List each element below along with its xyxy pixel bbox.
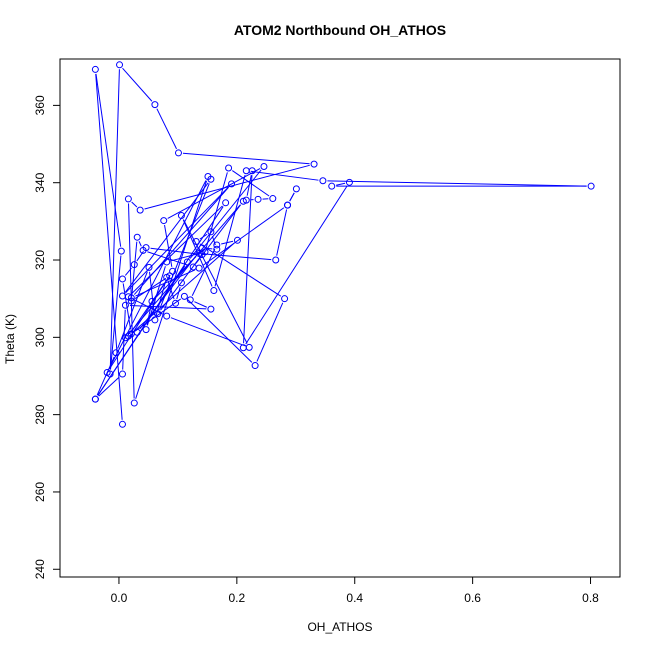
- x-tick-label: 0.2: [228, 591, 245, 605]
- x-tick-label: 0.6: [464, 591, 481, 605]
- chart-title: ATOM2 Northbound OH_ATHOS: [234, 22, 446, 38]
- y-tick-label: 280: [33, 404, 47, 424]
- x-tick-label: 0.8: [582, 591, 599, 605]
- y-tick-label: 240: [33, 559, 47, 579]
- y-tick-label: 300: [33, 327, 47, 347]
- x-axis-label: OH_ATHOS: [307, 620, 372, 634]
- y-tick-label: 340: [33, 172, 47, 192]
- y-tick-label: 260: [33, 482, 47, 502]
- y-tick-label: 360: [33, 95, 47, 115]
- y-tick-label: 320: [33, 250, 47, 270]
- y-axis-label: Theta (K): [3, 314, 17, 364]
- x-tick-label: 0.4: [346, 591, 363, 605]
- x-tick-label: 0.0: [111, 591, 128, 605]
